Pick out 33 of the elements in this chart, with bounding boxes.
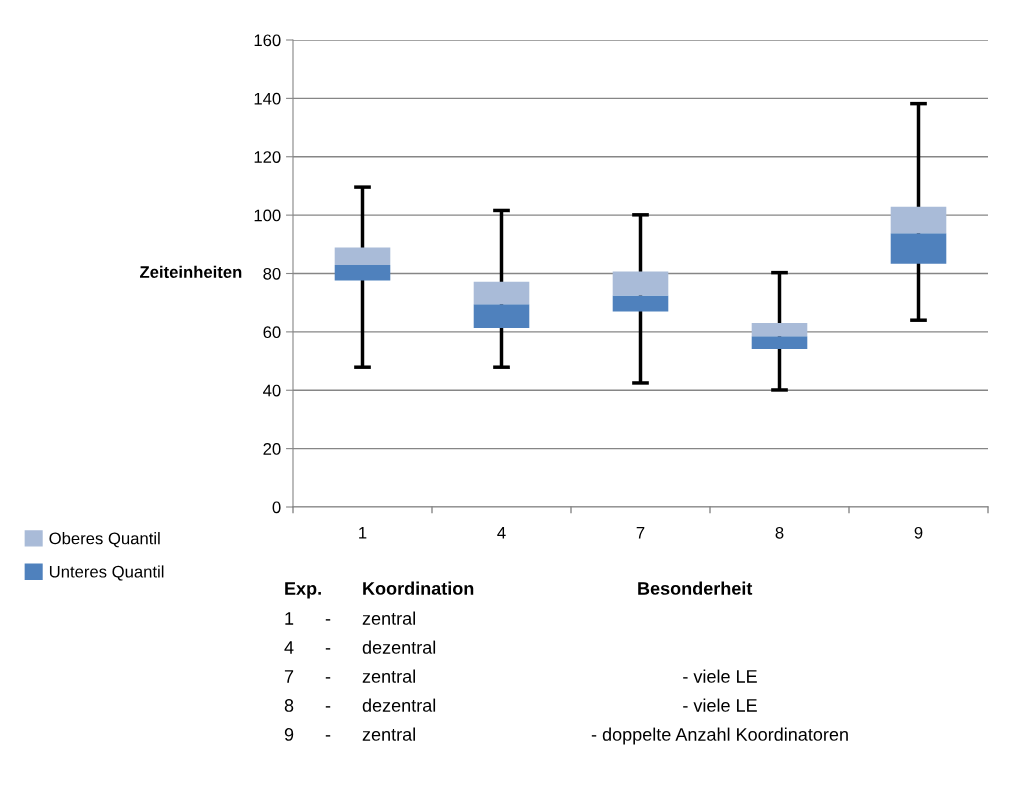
bar: [890, 206, 947, 234]
text: 8 - dezentral - viele LE: [284, 698, 757, 712]
x-tick-label: 1: [359, 527, 367, 539]
bar: [612, 295, 669, 312]
y-tick-label: 40: [263, 384, 281, 397]
bar: [334, 247, 391, 266]
x-tick-label: 9: [914, 526, 923, 539]
bar: [751, 336, 808, 350]
bar: [473, 304, 530, 329]
y-tick-label: 160: [254, 34, 281, 47]
y-tick-label: 0: [272, 501, 281, 514]
legend-label: Oberes Quantil: [49, 532, 160, 548]
bar: [334, 265, 391, 281]
x-tick-label: 7: [636, 527, 645, 539]
x-tick-label: 4: [497, 527, 506, 539]
y-tick-label: 60: [263, 326, 281, 339]
y-tick-label: 20: [263, 443, 281, 455]
text: 4 - dezentral: [284, 640, 436, 654]
bar: [612, 271, 669, 296]
legend-label: Unteres Quantil: [49, 565, 164, 581]
bar: [751, 323, 808, 337]
y-tick-label: 100: [254, 209, 281, 222]
text: 7 - zentral - viele LE: [284, 669, 757, 683]
bar: [473, 281, 530, 305]
text: 9 - zentral - doppelte Anzahl Koordinatoren: [284, 727, 848, 745]
text: Exp. Koordination Besonderheit: [285, 581, 753, 599]
x-tick-label: 8: [775, 526, 784, 539]
y-axis-title: Zeiteinheiten: [140, 265, 242, 278]
y-tick-label: 140: [254, 92, 281, 105]
y-tick-label: 120: [254, 151, 281, 163]
y-tick-label: 80: [263, 267, 281, 280]
bar: [890, 233, 947, 264]
text: 1 - zentral: [285, 611, 415, 625]
